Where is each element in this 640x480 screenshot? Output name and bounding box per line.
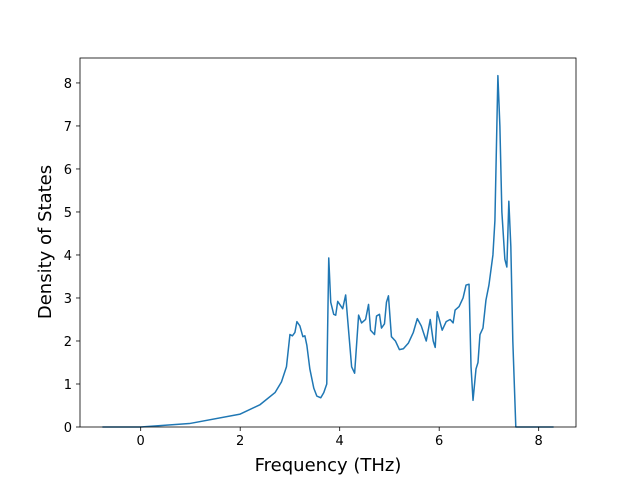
x-axis-label: Frequency (THz) xyxy=(255,455,402,476)
line-series xyxy=(102,74,554,428)
x-tick-label: 0 xyxy=(137,434,145,449)
y-axis-label: Density of States xyxy=(35,165,56,319)
x-tick-label: 2 xyxy=(236,434,244,449)
y-tick-label: 2 xyxy=(64,335,72,350)
y-tick-label: 4 xyxy=(64,249,72,264)
y-tick-label: 7 xyxy=(64,120,72,135)
y-tick-label: 6 xyxy=(64,163,72,178)
x-tick-label: 8 xyxy=(535,434,543,449)
plot-frame xyxy=(79,57,577,428)
x-tick-label: 6 xyxy=(435,434,443,449)
x-tick-label: 4 xyxy=(336,434,344,449)
y-tick-label: 3 xyxy=(64,292,72,307)
y-tick-label: 5 xyxy=(64,206,72,221)
y-tick-label: 0 xyxy=(64,421,72,436)
y-tick-label: 8 xyxy=(64,77,72,92)
y-tick-label: 1 xyxy=(64,378,72,393)
